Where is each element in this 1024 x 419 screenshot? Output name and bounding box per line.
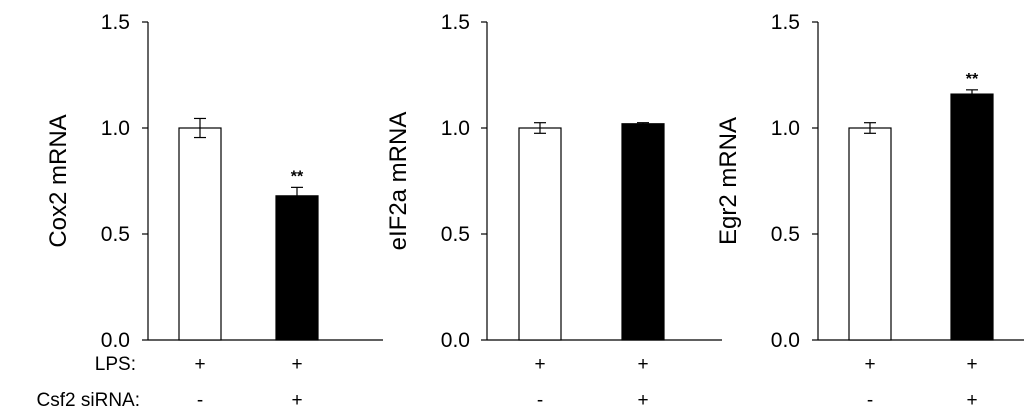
panel-1-y-tick-label: 1.0	[101, 117, 130, 140]
panel-3-condition-sirna-2: +	[966, 390, 977, 411]
panel-1-bar-1	[178, 127, 222, 341]
panel-2-condition-sirna-2: +	[637, 390, 648, 411]
panel-2-condition-sirna-1: -	[537, 390, 543, 411]
panel-2-y-axis-title: eIF2a mRNA	[385, 112, 412, 251]
row-label-lps: LPS:	[95, 354, 136, 375]
panel-1-significance-2: **	[291, 168, 304, 185]
panel-1-bar-2	[275, 195, 319, 341]
panel-2-y-tick-label: 0.5	[441, 223, 470, 246]
panel-3-y-tick-label: 1.5	[771, 11, 800, 34]
panel-1-condition-sirna-1: -	[197, 390, 203, 411]
panel-3-y-tick-label: 0.0	[771, 329, 800, 352]
panel-2-condition-lps-1: +	[534, 354, 545, 375]
panel-1-y-tick-label: 1.5	[101, 11, 130, 34]
panel-3-y-axis-title: Egr2 mRNA	[715, 117, 742, 245]
row-label-sirna: Csf2 siRNA:	[37, 390, 140, 411]
panel-1-y-axis-title: Cox2 mRNA	[45, 114, 72, 247]
panel-2-y-tick-label: 1.5	[441, 11, 470, 34]
panel-1-condition-sirna-2: +	[291, 390, 302, 411]
panel-2-bar-1	[518, 127, 562, 341]
panel-3-condition-lps-1: +	[864, 354, 875, 375]
panel-3-y-tick-label: 0.5	[771, 223, 800, 246]
panel-3-significance-2: **	[966, 71, 979, 88]
panel-3-y-tick-label: 1.0	[771, 117, 800, 140]
panel-1-y-tick-label: 0.5	[101, 223, 130, 246]
panel-3-condition-sirna-1: -	[867, 390, 873, 411]
panel-3-bar-1	[848, 127, 892, 341]
panel-3-bar-2	[950, 93, 994, 341]
panel-2-y-tick-label: 1.0	[441, 117, 470, 140]
panel-2-bar-2	[621, 123, 665, 341]
panel-2-condition-lps-2: +	[637, 354, 648, 375]
panel-2-y-tick-label: 0.0	[441, 329, 470, 352]
panel-1-condition-lps-1: +	[194, 354, 205, 375]
panel-1-condition-lps-2: +	[291, 354, 302, 375]
panel-1-y-tick-label: 0.0	[101, 329, 130, 352]
panel-3-condition-lps-2: +	[966, 354, 977, 375]
